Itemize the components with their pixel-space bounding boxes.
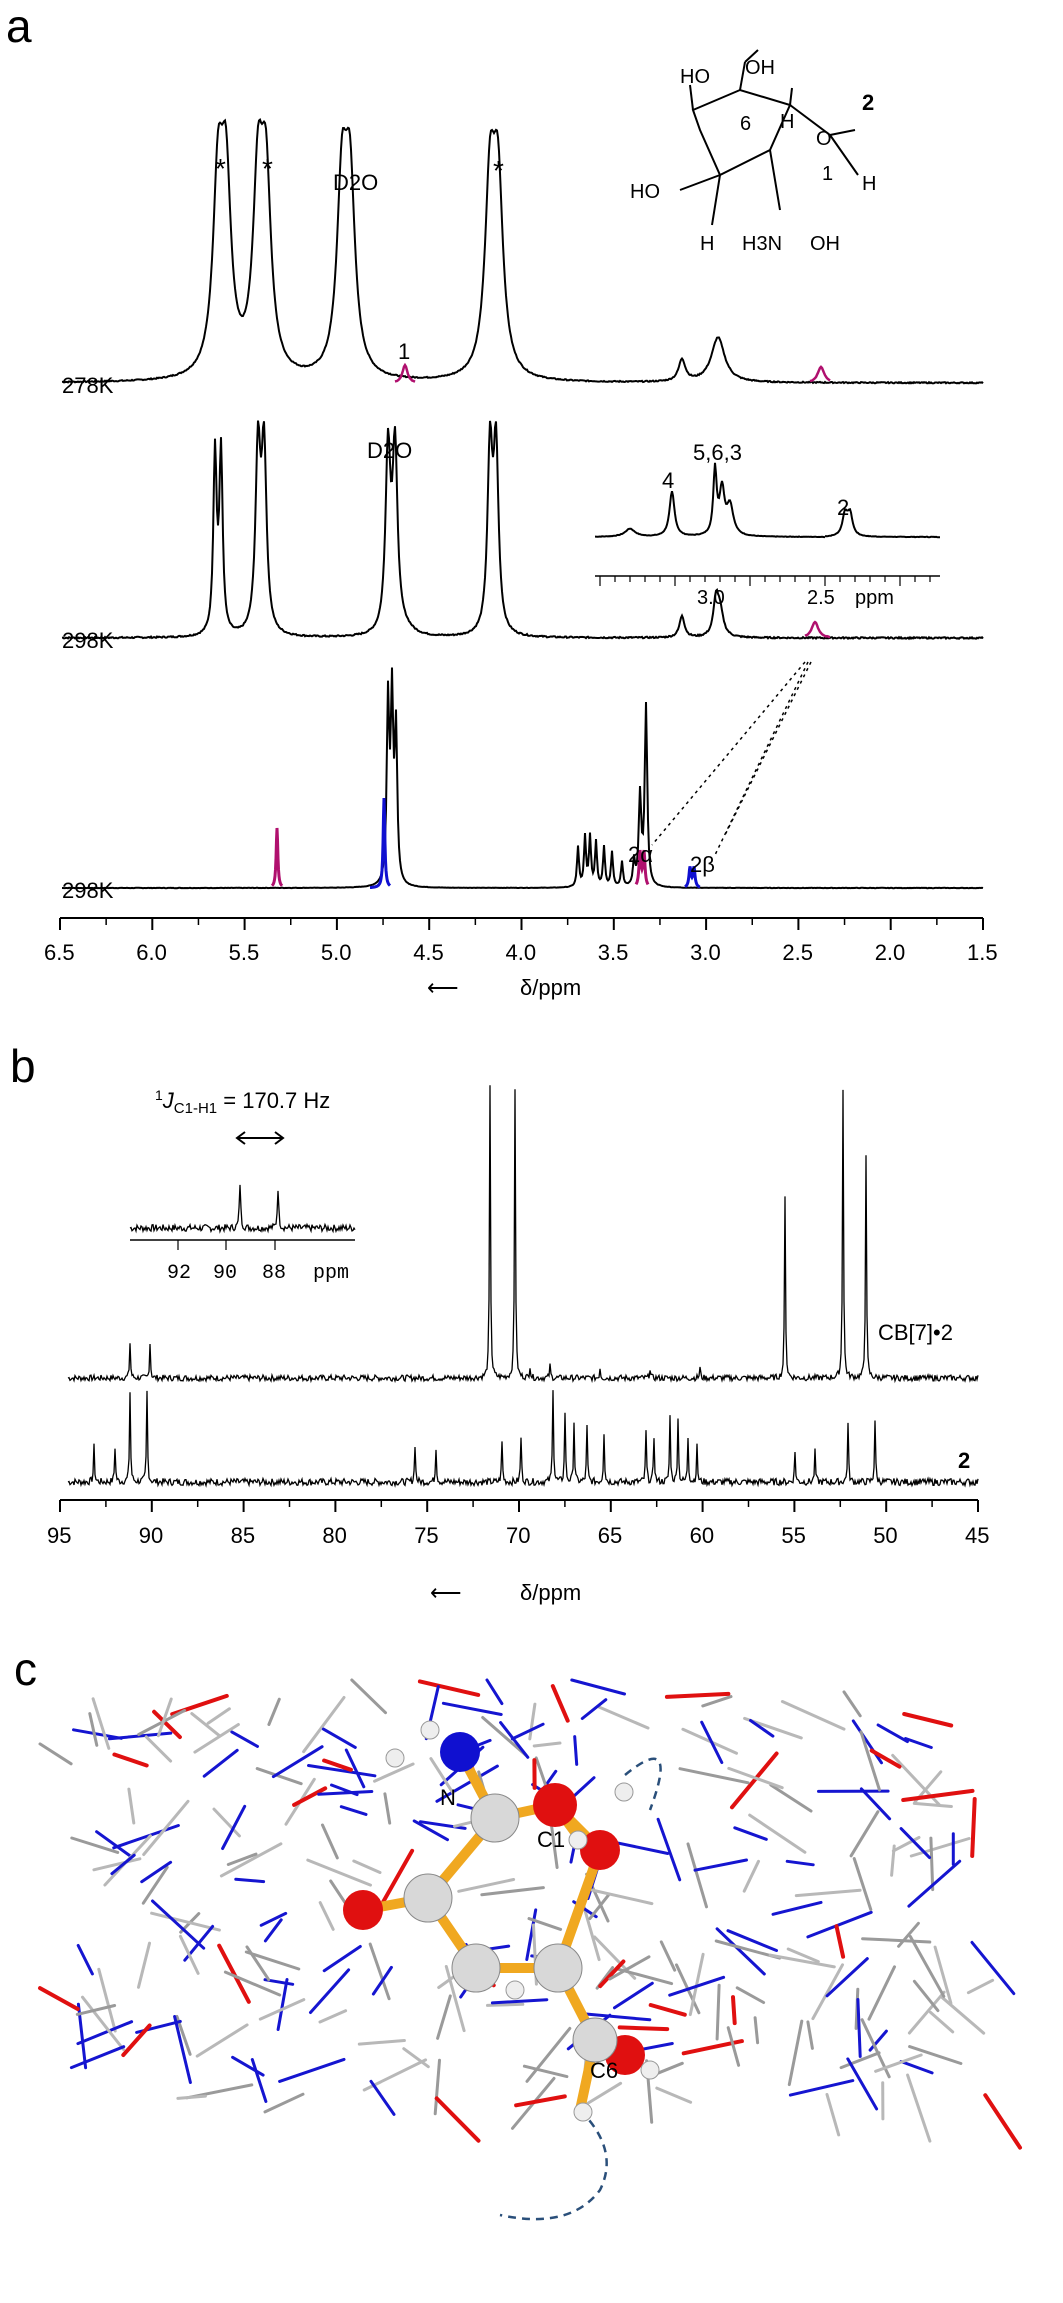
peak-h1-label: 1 <box>398 339 410 364</box>
axis-b-tick-label: 55 <box>781 1523 805 1548</box>
axis-a-tick-label: 1.5 <box>967 940 998 965</box>
peak-star-1: * <box>215 153 226 184</box>
inset-label-2: 2 <box>837 495 849 520</box>
struct-oh-bottom: OH <box>810 233 840 255</box>
axis-a-tick-label: 2.5 <box>782 940 813 965</box>
coupling-arrow <box>237 1132 283 1144</box>
axis-a: 6.5 6.0 5.5 5.0 4.5 4.0 3.5 3.0 2.5 2.0 1.5 <box>44 918 998 965</box>
axis-b-tick-label: 85 <box>231 1523 255 1548</box>
inset-unit: ppm <box>855 587 894 609</box>
spectrum-b-complex <box>68 1085 978 1381</box>
axis-b-tick-label: 65 <box>598 1523 622 1548</box>
inset-a <box>595 463 940 586</box>
axis-b-label: δ/ppm <box>520 1580 581 1605</box>
axis-b-tick-label: 60 <box>690 1523 714 1548</box>
trace-label-cb7-2: CB[7]•2 <box>878 1320 953 1345</box>
peak-d2o-298k: D2O <box>367 438 412 463</box>
axis-b-tick-label: 80 <box>322 1523 346 1548</box>
spectrum-b-free <box>68 1390 978 1485</box>
peak-star-2: * <box>262 153 273 184</box>
axis-a-tick-label: 6.0 <box>136 940 167 965</box>
axis-a-tick-label: 3.0 <box>690 940 721 965</box>
atom-label-c1: C1 <box>537 1827 565 1852</box>
trace-label-2: 2 <box>958 1448 970 1473</box>
inset-b-tick-88: 88 <box>262 1262 286 1285</box>
axis-b-tick-label: 50 <box>873 1523 897 1548</box>
inset-label-563: 5,6,3 <box>693 440 742 465</box>
axis-b-tick-label: 70 <box>506 1523 530 1548</box>
panel-a-letter: a <box>6 0 32 52</box>
trace-label-298k-2: 298K <box>62 878 114 903</box>
inset-b <box>130 1185 355 1250</box>
axis-b-tick-label: 75 <box>414 1523 438 1548</box>
struct-6: 6 <box>740 113 751 135</box>
struct-h3n: H3N <box>742 233 782 255</box>
panel-c-letter: c <box>14 1643 37 1695</box>
axis-a-label: δ/ppm <box>520 975 581 1000</box>
axis-a-tick-label: 4.0 <box>506 940 537 965</box>
peak-star-3: * <box>493 155 504 186</box>
correlation-dotted-lines <box>652 662 811 855</box>
inset-tick-25: 2.5 <box>807 587 835 609</box>
panel-b-letter: b <box>10 1040 36 1092</box>
axis-a-tick-label: 5.5 <box>229 940 260 965</box>
inset-b-unit: ppm <box>313 1262 349 1285</box>
struct-ho-left: HO <box>630 181 660 203</box>
atom-label-c6: C6 <box>590 2058 618 2083</box>
spectrum-a-298k-free <box>62 668 983 889</box>
axis-b-tick-label: 95 <box>47 1523 71 1548</box>
inset-label-4: 4 <box>662 468 674 493</box>
struct-oh-top: OH <box>745 57 775 79</box>
spectrum-a-298k <box>62 421 983 639</box>
axis-b: 95 90 85 80 75 70 65 60 55 50 45 <box>47 1500 989 1548</box>
axis-b-tick-label: 90 <box>139 1523 163 1548</box>
struct-h-right: H <box>862 173 876 195</box>
axis-a-tick-label: 6.5 <box>44 940 75 965</box>
trace-label-298k-1: 298K <box>62 628 114 653</box>
coupling-label: 1JC1-H1 = 170.7 Hz <box>155 1087 330 1117</box>
struct-1: 1 <box>822 163 833 185</box>
axis-a-arrow-text: ⟵ <box>427 975 459 1000</box>
cucurbituril-cage <box>40 1680 1020 2148</box>
peak-2beta: 2β <box>690 852 715 877</box>
inset-tick-30: 3.0 <box>697 587 725 609</box>
axis-b-arrow-text: ⟵ <box>430 1580 462 1605</box>
struct-o-ring: O <box>816 128 832 150</box>
inset-b-tick-92: 92 <box>167 1262 191 1285</box>
trace-label-278k: 278K <box>62 373 114 398</box>
atom-label-n: N <box>440 1785 456 1810</box>
axis-a-tick-label: 3.5 <box>598 940 629 965</box>
struct-oh-top-left: HO <box>680 66 710 88</box>
axis-b-tick-label: 45 <box>965 1523 989 1548</box>
compound-number: 2 <box>862 90 874 115</box>
peak-2alpha: 2α <box>628 842 653 867</box>
struct-h-bottom: H <box>700 233 714 255</box>
inset-b-tick-90: 90 <box>213 1262 237 1285</box>
axis-a-tick-label: 4.5 <box>413 940 444 965</box>
peak-d2o-278k: D2O <box>333 170 378 195</box>
struct-h-ring: H <box>780 111 794 133</box>
axis-a-tick-label: 5.0 <box>321 940 352 965</box>
spectrum-a-278k <box>62 120 983 384</box>
axis-a-tick-label: 2.0 <box>875 940 906 965</box>
